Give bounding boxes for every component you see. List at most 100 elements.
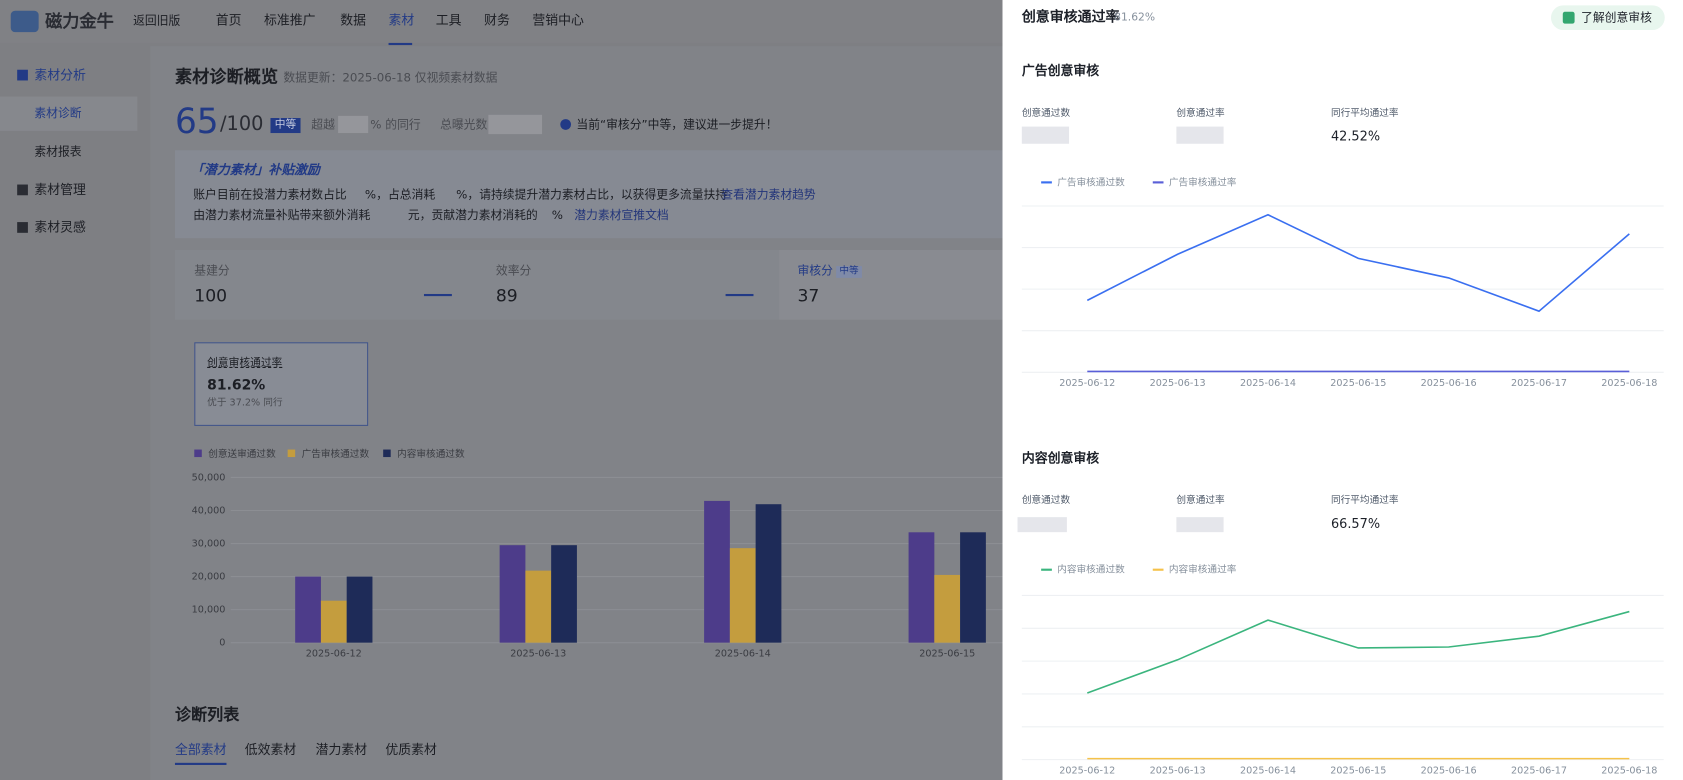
tab[interactable]: 优质素材 bbox=[385, 742, 437, 758]
icon bbox=[1562, 11, 1575, 24]
rate-card[interactable] bbox=[194, 342, 369, 426]
nav-item-active[interactable]: 素材 bbox=[388, 12, 415, 28]
logo-icon bbox=[10, 10, 39, 33]
x-tick-label: 2025-06-13 bbox=[510, 648, 566, 659]
logo: 磁力金牛 bbox=[45, 10, 114, 32]
x-tick-label: 2025-06-12 bbox=[1059, 378, 1115, 389]
legend-label: 内容审核通过数 bbox=[397, 448, 465, 460]
incentive-title: 「潜力素材」补贴激励 bbox=[191, 162, 320, 178]
bar bbox=[320, 600, 347, 643]
text: 元，贡献潜力素材消耗的 bbox=[407, 208, 538, 223]
y-tick-label: 40,000 bbox=[192, 505, 226, 516]
nav-underline bbox=[388, 42, 413, 46]
text: %，请持续提升潜力素材占比，以获得更多流量扶持 bbox=[456, 187, 728, 202]
stat-value: 66.57% bbox=[1330, 516, 1381, 532]
x-tick-label: 2025-06-15 bbox=[919, 648, 975, 659]
stat-label: 创意通过数 bbox=[1021, 495, 1071, 507]
x-tick-label: 2025-06-13 bbox=[1150, 378, 1206, 389]
x-tick-label: 2025-06-12 bbox=[1059, 765, 1115, 776]
bar bbox=[908, 532, 935, 643]
bar bbox=[704, 500, 730, 643]
score-value: 89 bbox=[495, 285, 518, 306]
icon bbox=[17, 184, 28, 196]
sidebar-item[interactable]: 素材灵感 bbox=[34, 219, 86, 235]
nav-item[interactable]: 首页 bbox=[215, 12, 242, 28]
nav-item[interactable]: 工具 bbox=[435, 12, 462, 28]
sidebar-item[interactable]: 素材诊断 bbox=[34, 106, 82, 121]
y-tick-label: 30,000 bbox=[192, 539, 226, 550]
rate-label: 创意审核通过率 bbox=[207, 357, 283, 370]
x-tick-label: 2025-06-13 bbox=[1150, 765, 1206, 776]
divider bbox=[725, 293, 754, 297]
line-series bbox=[1087, 610, 1630, 694]
rate-value: 81.62% bbox=[207, 377, 266, 394]
tab-active[interactable]: 全部素材 bbox=[174, 742, 227, 758]
text: %，占总消耗 bbox=[364, 187, 436, 202]
bar bbox=[934, 574, 961, 643]
sidebar-selected bbox=[0, 96, 138, 131]
sidebar-item[interactable]: 素材管理 bbox=[34, 182, 86, 198]
label: 总曝光数 bbox=[440, 118, 488, 132]
sidebar-item[interactable]: 素材报表 bbox=[34, 144, 82, 159]
section-title: 素材诊断概览 bbox=[174, 66, 279, 87]
blurred bbox=[488, 114, 543, 135]
list-title: 诊断列表 bbox=[174, 704, 240, 725]
stat-label: 创意通过数 bbox=[1021, 108, 1071, 120]
bar bbox=[960, 532, 986, 643]
tab[interactable]: 潜力素材 bbox=[315, 742, 368, 758]
legend-swatch bbox=[287, 449, 296, 458]
icon bbox=[560, 119, 572, 130]
text: 由潜力素材流量补贴带来额外消耗 bbox=[193, 208, 371, 223]
legend-label: 广告审核通过数 bbox=[1057, 176, 1125, 188]
legend-swatch bbox=[194, 449, 202, 458]
sidebar-item[interactable]: 素材分析 bbox=[34, 67, 86, 83]
blurred bbox=[338, 115, 369, 134]
y-tick-label: 50,000 bbox=[192, 472, 226, 483]
text: 账户目前在投潜力素材数占比 bbox=[193, 187, 347, 202]
drawer: 创意审核通过率 81.62% 了解创意审核 广告创意审核 创意通过数 创意通过率… bbox=[1002, 0, 1683, 780]
x-tick-label: 2025-06-14 bbox=[1240, 765, 1296, 776]
section-title: 内容创意审核 bbox=[1021, 450, 1100, 466]
x-tick-label: 2025-06-16 bbox=[1421, 765, 1477, 776]
bar bbox=[525, 570, 552, 643]
tab-underline bbox=[174, 762, 227, 765]
drawer-title: 创意审核通过率 bbox=[1021, 9, 1120, 26]
stat-label: 同行平均通过率 bbox=[1330, 495, 1399, 507]
x-tick-label: 2025-06-15 bbox=[1330, 765, 1386, 776]
legend-label: 内容审核通过率 bbox=[1169, 564, 1237, 576]
level-tag: 中等 bbox=[270, 118, 301, 134]
blurred bbox=[1021, 126, 1070, 144]
score-label: 审核分 bbox=[797, 263, 833, 278]
x-tick-label: 2025-06-18 bbox=[1601, 765, 1657, 776]
score: 65 bbox=[174, 100, 219, 142]
label: 超越 bbox=[311, 118, 335, 132]
score-label: 基建分 bbox=[194, 263, 230, 278]
y-tick-label: 20,000 bbox=[192, 572, 226, 583]
back-link[interactable]: 返回旧版 bbox=[133, 13, 181, 28]
legend-label: 广告审核通过率 bbox=[1169, 176, 1237, 188]
bar bbox=[551, 545, 577, 643]
link[interactable]: 查看潜力素材趋势 bbox=[721, 187, 816, 202]
x-tick-label: 2025-06-14 bbox=[1240, 378, 1296, 389]
nav-item[interactable]: 营销中心 bbox=[532, 12, 584, 28]
x-tick-label: 2025-06-18 bbox=[1601, 378, 1657, 389]
tab[interactable]: 低效素材 bbox=[244, 742, 297, 758]
nav-item[interactable]: 数据 bbox=[340, 12, 367, 28]
bar bbox=[499, 545, 526, 643]
update-note: 数据更新：2025-06-18 仅视频素材数据 bbox=[283, 70, 498, 85]
divider bbox=[423, 293, 452, 297]
text: % bbox=[551, 208, 563, 223]
bar bbox=[295, 576, 321, 643]
score-total: /100 bbox=[220, 112, 264, 136]
nav-item[interactable]: 财务 bbox=[484, 12, 510, 28]
blurred bbox=[1176, 517, 1224, 533]
label: % 的同行 bbox=[370, 118, 421, 132]
x-tick-label: 2025-06-16 bbox=[1421, 378, 1477, 389]
y-tick-label: 0 bbox=[219, 638, 225, 649]
link[interactable]: 潜力素材宣推文档 bbox=[574, 208, 669, 223]
nav-item[interactable]: 标准推广 bbox=[264, 12, 316, 28]
level-tag: 中等 bbox=[836, 266, 862, 278]
legend-label: 创意送审通过数 bbox=[208, 448, 276, 460]
